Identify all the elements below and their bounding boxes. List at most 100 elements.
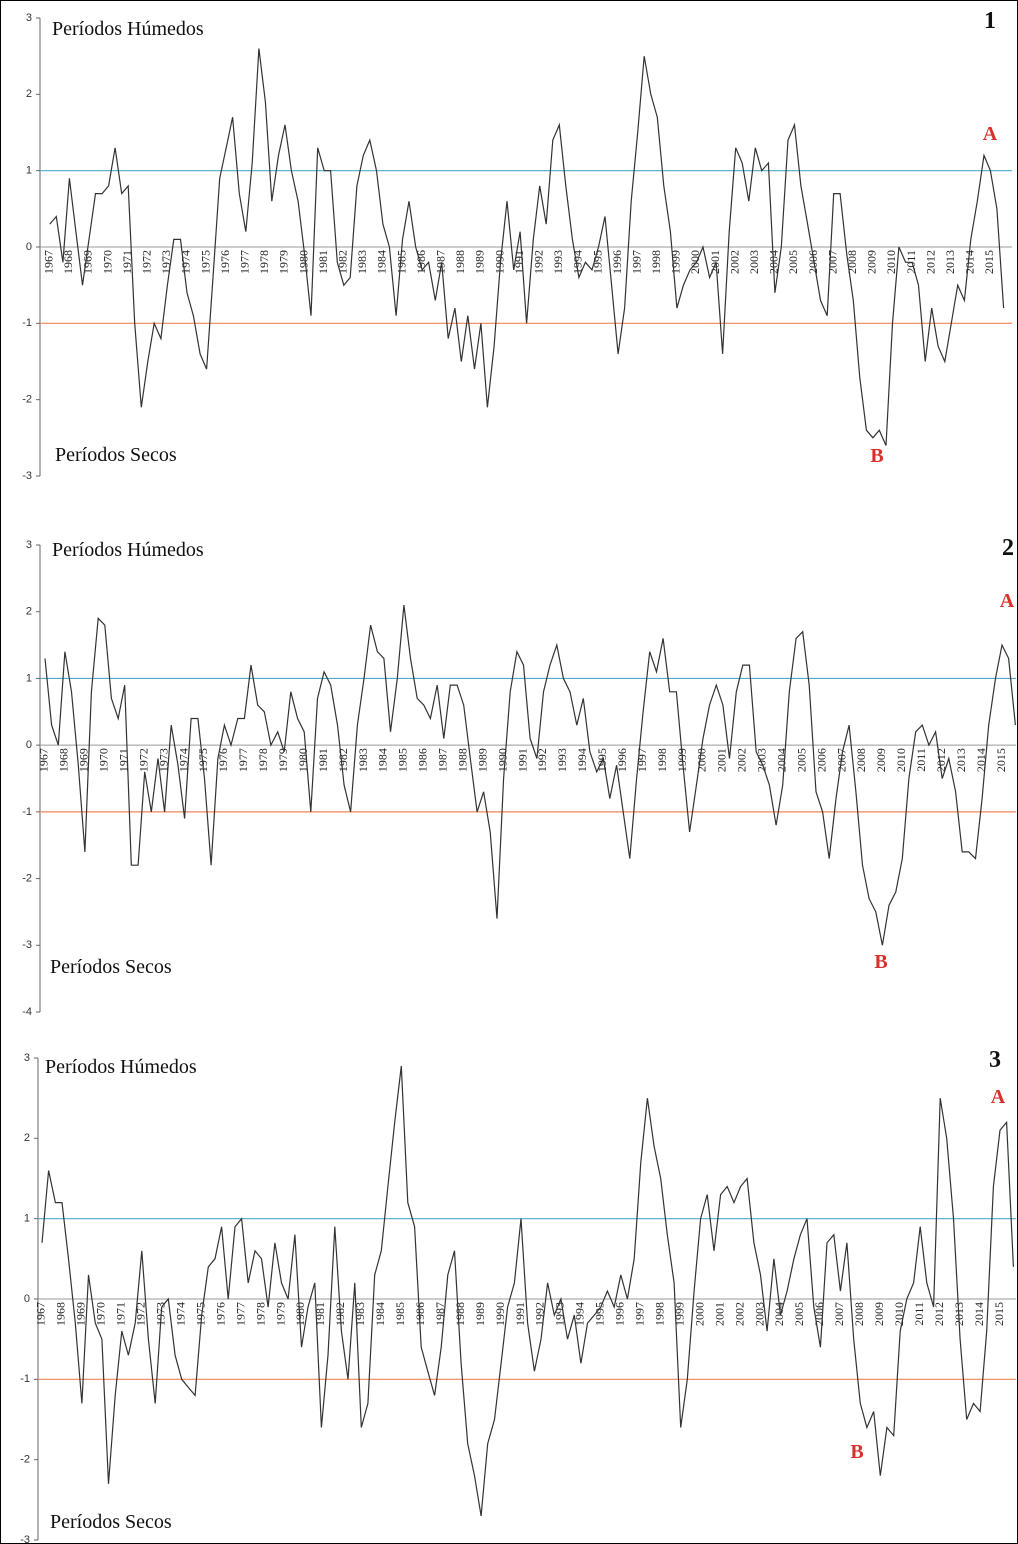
x-tick-label: 1987 — [433, 250, 447, 274]
x-tick-label: 2015 — [992, 1302, 1006, 1326]
point-label: A — [1000, 590, 1015, 612]
x-tick-label: 2001 — [715, 748, 729, 772]
x-tick-label: 2007 — [832, 1302, 846, 1326]
x-tick-label: 2013 — [943, 250, 957, 274]
x-tick-label: 1969 — [81, 250, 95, 274]
x-tick-label: 2009 — [865, 250, 879, 274]
x-tick-label: 2015 — [982, 250, 996, 274]
y-tick-label: 2 — [26, 606, 32, 618]
x-tick-label: 1981 — [316, 250, 330, 274]
x-tick-label: 2002 — [727, 250, 741, 274]
x-tick-label: 1991 — [513, 1302, 527, 1326]
y-tick-label: -1 — [20, 1373, 30, 1385]
x-tick-label: 1970 — [97, 748, 111, 772]
y-tick-label: -1 — [22, 317, 32, 329]
x-tick-label: 2000 — [695, 748, 709, 772]
x-tick-label: 2007 — [825, 250, 839, 274]
x-tick-label: 2012 — [923, 250, 937, 274]
point-label: A — [991, 1086, 1006, 1108]
x-tick-label: 1986 — [414, 250, 428, 274]
x-tick-label: 1969 — [77, 748, 91, 772]
x-tick-label: 2002 — [732, 1302, 746, 1326]
x-tick-label: 2009 — [872, 1302, 886, 1326]
x-tick-label: 1996 — [613, 1302, 627, 1326]
x-tick-label: 1994 — [571, 250, 585, 274]
x-tick-label: 1986 — [416, 748, 430, 772]
x-tick-label: 2013 — [954, 748, 968, 772]
x-tick-label: 1968 — [54, 1302, 68, 1326]
x-tick-label: 1981 — [316, 748, 330, 772]
x-tick-label: 2001 — [712, 1302, 726, 1326]
x-tick-label: 1977 — [233, 1302, 247, 1326]
x-tick-label: 1982 — [336, 748, 350, 772]
y-tick-label: -4 — [22, 1006, 32, 1018]
x-tick-label: 1967 — [42, 250, 56, 274]
x-tick-label: 1993 — [553, 1302, 567, 1326]
x-tick-label: 1994 — [575, 748, 589, 772]
x-tick-label: 2010 — [884, 250, 898, 274]
x-tick-label: 2014 — [963, 250, 977, 274]
x-tick-label: 2005 — [794, 748, 808, 772]
x-tick-label: 1989 — [475, 748, 489, 772]
x-tick-label: 1976 — [218, 250, 232, 274]
x-tick-label: 1977 — [236, 748, 250, 772]
point-label: B — [850, 1441, 863, 1463]
y-tick-label: 0 — [26, 739, 32, 751]
x-tick-label: 1973 — [153, 1302, 167, 1326]
x-tick-label: 1998 — [649, 250, 663, 274]
x-tick-label: 1974 — [179, 250, 193, 274]
x-tick-label: 1979 — [276, 748, 290, 772]
panel-number: 2 — [1002, 535, 1014, 561]
point-label: A — [983, 123, 998, 145]
x-tick-label: 1971 — [120, 250, 134, 274]
x-tick-label: 1979 — [273, 1302, 287, 1326]
x-tick-label: 1971 — [114, 1302, 128, 1326]
x-tick-label: 1970 — [100, 250, 114, 274]
x-tick-label: 2005 — [786, 250, 800, 274]
y-tick-label: 1 — [26, 165, 32, 177]
annotation: Períodos Secos — [55, 444, 177, 466]
x-tick-label: 1975 — [193, 1302, 207, 1326]
annotation: Períodos Húmedos — [52, 18, 204, 40]
x-tick-label: 1978 — [253, 1302, 267, 1326]
x-tick-label: 2006 — [806, 250, 820, 274]
x-tick-label: 1968 — [57, 748, 71, 772]
point-label: B — [870, 445, 883, 467]
x-tick-label: 1985 — [394, 250, 408, 274]
x-tick-label: 1988 — [455, 748, 469, 772]
annotation: Períodos Húmedos — [45, 1056, 197, 1078]
x-tick-label: 1974 — [176, 748, 190, 772]
x-tick-label: 1971 — [116, 748, 130, 772]
x-tick-label: 1993 — [555, 748, 569, 772]
x-tick-label: 1984 — [373, 1302, 387, 1326]
y-tick-label: 0 — [24, 1293, 30, 1305]
x-tick-label: 2006 — [814, 748, 828, 772]
x-tick-label: 2015 — [994, 748, 1008, 772]
x-tick-label: 1973 — [156, 748, 170, 772]
x-tick-label: 1990 — [493, 1302, 507, 1326]
x-tick-label: 1967 — [37, 748, 51, 772]
x-tick-label: 1979 — [277, 250, 291, 274]
x-tick-label: 1980 — [293, 1302, 307, 1326]
x-tick-label: 2005 — [792, 1302, 806, 1326]
y-tick-label: 1 — [24, 1213, 30, 1225]
x-tick-label: 1990 — [495, 748, 509, 772]
x-tick-label: 2008 — [852, 1302, 866, 1326]
x-tick-label: 1996 — [615, 748, 629, 772]
annotation: Períodos Húmedos — [52, 539, 204, 561]
x-tick-label: 1978 — [256, 748, 270, 772]
x-tick-label: 1987 — [436, 748, 450, 772]
annotation: Períodos Secos — [50, 1511, 172, 1533]
point-label: B — [874, 951, 887, 973]
x-tick-label: 2011 — [914, 748, 928, 772]
y-tick-label: 1 — [26, 672, 32, 684]
x-tick-label: 2008 — [854, 748, 868, 772]
x-tick-label: 2003 — [755, 748, 769, 772]
y-tick-label: -3 — [22, 939, 32, 951]
x-tick-label: 1998 — [652, 1302, 666, 1326]
x-tick-label: 2014 — [972, 1302, 986, 1326]
y-tick-label: 3 — [26, 12, 32, 24]
y-tick-label: 3 — [26, 539, 32, 551]
y-tick-label: 2 — [26, 88, 32, 100]
x-tick-label: 1999 — [675, 748, 689, 772]
